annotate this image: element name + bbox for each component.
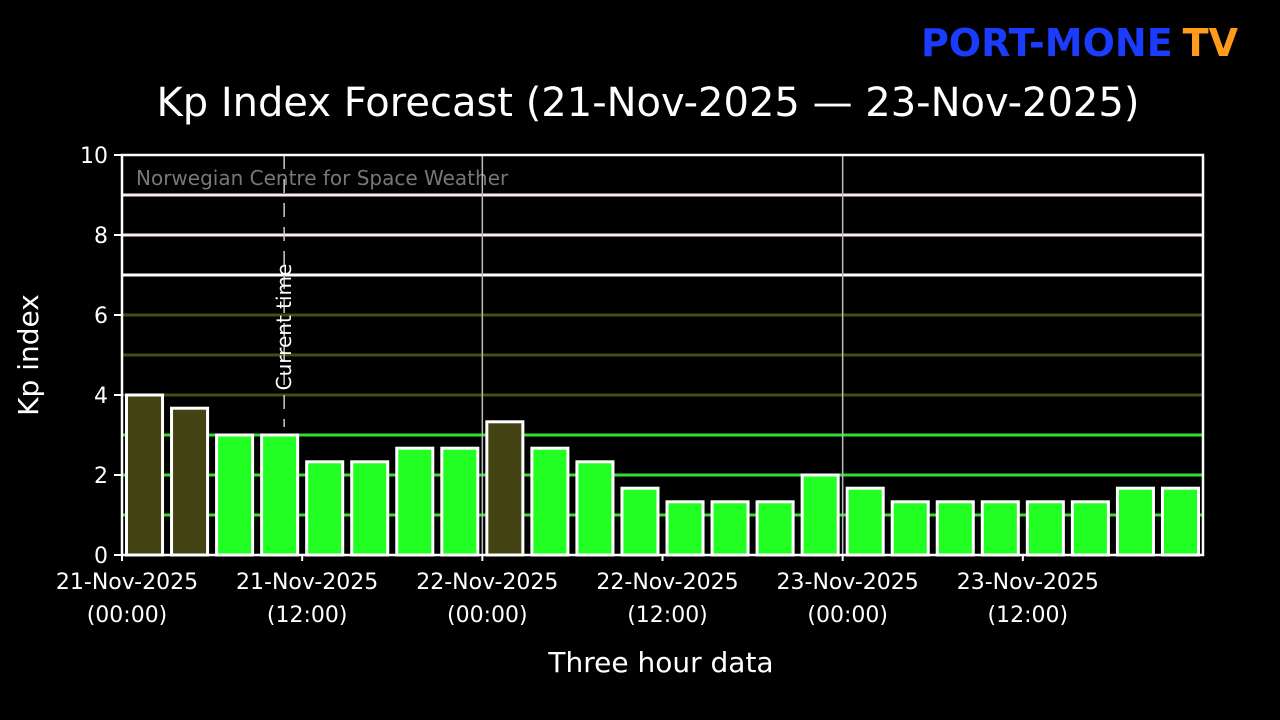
bar xyxy=(215,433,255,557)
source-annotation: Norwegian Centre for Space Weather xyxy=(136,166,509,190)
bar xyxy=(755,500,795,557)
bar xyxy=(170,406,210,557)
bar xyxy=(1160,486,1200,557)
x-tick-label: 22-Nov-2025 (12:00) xyxy=(596,570,738,628)
y-axis-label: Kp index xyxy=(12,294,45,416)
x-tick-label-line: 22-Nov-2025 xyxy=(596,570,738,595)
x-tick-label-line: (12:00) xyxy=(627,603,708,628)
bar xyxy=(530,446,570,557)
logo-left: PORT-MONE xyxy=(921,21,1173,65)
x-tick-label-line: 21-Nov-2025 xyxy=(56,570,198,595)
bar xyxy=(305,460,345,557)
x-tick-label: 21-Nov-2025 (00:00) xyxy=(56,570,198,628)
y-tick-label: 6 xyxy=(94,304,108,329)
bar xyxy=(800,473,840,557)
x-tick-label-line: 21-Nov-2025 xyxy=(236,570,378,595)
y-tick-label: 0 xyxy=(94,544,108,569)
bar xyxy=(395,446,435,557)
x-tick-label: 22-Nov-2025 (00:00) xyxy=(416,570,558,628)
logo: PORT-MONE TV xyxy=(921,21,1239,65)
bar xyxy=(620,486,660,557)
x-tick-label-line: 23-Nov-2025 xyxy=(777,570,919,595)
bar xyxy=(890,500,930,557)
x-tick-label-line: (00:00) xyxy=(807,603,888,628)
x-tick-label-line: (00:00) xyxy=(87,603,168,628)
x-tick-label-line: (12:00) xyxy=(988,603,1069,628)
x-tick-label: 23-Nov-2025 (00:00) xyxy=(777,570,919,628)
x-tick-label-line: 22-Nov-2025 xyxy=(416,570,558,595)
x-tick-label-line: (00:00) xyxy=(447,603,528,628)
logo-right: TV xyxy=(1183,21,1239,65)
bar xyxy=(440,446,480,557)
x-tick-label: 23-Nov-2025 (12:00) xyxy=(957,570,1099,628)
bar xyxy=(1115,486,1155,557)
bar xyxy=(575,460,615,557)
bar xyxy=(125,393,165,557)
x-tick-label-line: (12:00) xyxy=(267,603,348,628)
y-tick-label: 8 xyxy=(94,224,108,249)
bar xyxy=(710,500,750,557)
x-tick-label-line: 23-Nov-2025 xyxy=(957,570,1099,595)
bar xyxy=(665,500,705,557)
x-axis-label: Three hour data xyxy=(547,646,773,679)
bar xyxy=(1070,500,1110,557)
y-tick-label: 10 xyxy=(80,144,108,169)
x-tick-label: 21-Nov-2025 (12:00) xyxy=(236,570,378,628)
y-tick-label: 4 xyxy=(94,384,108,409)
bar xyxy=(935,500,975,557)
bar xyxy=(350,460,390,557)
y-tick-label: 2 xyxy=(94,464,108,489)
bar xyxy=(260,433,300,557)
current-time-label: Current time xyxy=(272,264,296,391)
chart-title: Kp Index Forecast (21-Nov-2025 — 23-Nov-… xyxy=(157,80,1140,126)
bar xyxy=(980,500,1020,557)
bar xyxy=(845,486,885,557)
bar xyxy=(485,420,525,557)
bar xyxy=(1025,500,1065,557)
